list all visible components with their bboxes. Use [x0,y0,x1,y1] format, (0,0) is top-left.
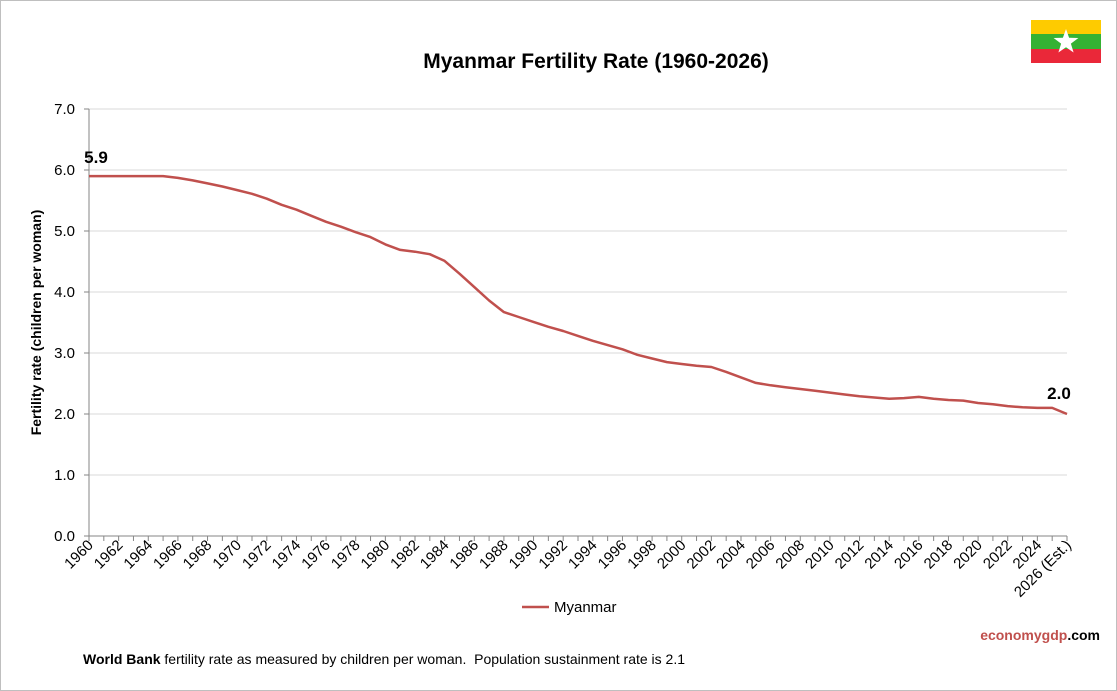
y-tick-label: 1.0 [54,467,75,484]
x-tick-label: 1970 [209,537,245,573]
y-tick-label: 5.0 [54,223,75,240]
data-annotations: 5.9 2.0 [84,148,1071,403]
x-tick-label: 2022 [980,537,1016,573]
series-line-myanmar [89,174,1068,416]
footnote-text: fertility rate as measured by children p… [160,651,686,667]
x-tick-label: 1968 [180,537,216,573]
y-axis-ticks: 0.0 1.0 2.0 3.0 4.0 5.0 6.0 7.0 [54,101,89,545]
x-tick-label: 1990 [506,537,542,573]
data-label: 5.9 [84,148,108,167]
footnote-source: World Bank [83,651,161,667]
x-tick-label: 2010 [802,537,838,573]
myanmar-flag-icon [1031,20,1101,63]
gridlines [89,108,1067,476]
x-tick-label: 2014 [861,537,897,573]
x-tick-label: 1996 [595,537,631,573]
x-tick-label: 1974 [269,537,305,573]
x-tick-label: 2008 [772,537,808,573]
x-tick-label: 1972 [239,537,275,573]
x-tick-label: 2020 [950,537,986,573]
x-tick-label: 2012 [832,537,868,573]
data-label: 2.0 [1047,384,1071,403]
star-icon [1053,29,1079,53]
x-axis-ticks: 1960196219641966196819701972197419761978… [61,536,1075,601]
x-tick-label: 2004 [713,537,749,573]
x-tick-label: 1988 [476,537,512,573]
footnote: World Bank fertility rate as measured by… [83,651,685,667]
x-tick-label: 2016 [891,537,927,573]
y-tick-label: 7.0 [54,101,75,118]
x-tick-label: 1966 [150,537,186,573]
brand-part2: gdp [1041,627,1068,643]
x-tick-label: 1982 [387,537,423,573]
x-tick-label: 2000 [654,537,690,573]
y-tick-label: 2.0 [54,406,75,423]
legend-label: Myanmar [554,599,617,616]
x-tick-label: 1986 [446,537,482,573]
x-tick-label: 1962 [91,537,127,573]
y-tick-label: 3.0 [54,345,75,362]
x-tick-label: 1994 [565,537,601,573]
y-tick-label: 6.0 [54,162,75,179]
x-tick-label: 1984 [417,537,453,573]
y-axis-label: Fertility rate (children per woman) [28,210,44,436]
y-tick-label: 4.0 [54,284,75,301]
x-tick-label: 1964 [120,537,156,573]
chart-title: Myanmar Fertility Rate (1960-2026) [423,50,769,73]
x-tick-label: 1978 [328,537,364,573]
legend: Myanmar [522,599,617,616]
brand-part3: .com [1067,627,1100,643]
x-tick-label: 1998 [624,537,660,573]
x-tick-label: 2006 [743,537,779,573]
y-tick-label: 0.0 [54,528,75,545]
x-tick-label: 2002 [684,537,720,573]
x-tick-label: 1976 [298,537,334,573]
x-tick-label: 1980 [358,537,394,573]
brand-watermark: economygdp.com [980,627,1100,643]
x-tick-label: 1992 [535,537,571,573]
x-tick-label: 2018 [921,537,957,573]
brand-part1: economy [980,627,1042,643]
